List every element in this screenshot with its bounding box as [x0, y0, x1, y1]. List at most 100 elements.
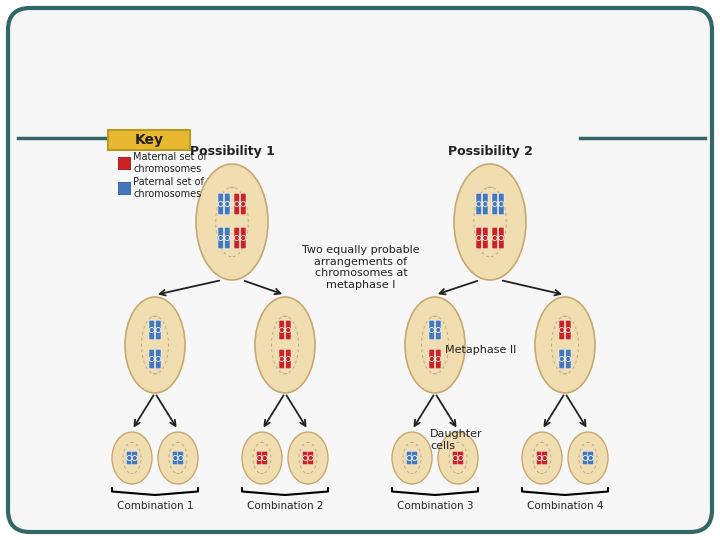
FancyBboxPatch shape [118, 182, 130, 194]
FancyBboxPatch shape [225, 204, 230, 215]
Ellipse shape [112, 432, 152, 484]
FancyBboxPatch shape [307, 458, 314, 465]
Circle shape [484, 237, 487, 239]
Circle shape [287, 357, 289, 360]
Circle shape [454, 457, 456, 460]
FancyBboxPatch shape [436, 330, 441, 340]
Circle shape [492, 236, 497, 240]
FancyBboxPatch shape [234, 204, 240, 215]
Circle shape [430, 328, 434, 332]
FancyBboxPatch shape [8, 8, 712, 532]
FancyBboxPatch shape [285, 330, 291, 340]
Circle shape [559, 328, 564, 332]
FancyBboxPatch shape [302, 458, 308, 465]
FancyBboxPatch shape [132, 451, 138, 458]
FancyBboxPatch shape [476, 238, 482, 249]
FancyBboxPatch shape [565, 320, 571, 330]
Circle shape [226, 202, 229, 205]
Text: Two equally probable
arrangements of
chromosomes at
metaphase I: Two equally probable arrangements of chr… [302, 245, 420, 290]
Circle shape [538, 457, 541, 460]
Circle shape [242, 202, 245, 205]
FancyBboxPatch shape [108, 130, 190, 150]
Circle shape [560, 357, 563, 360]
FancyBboxPatch shape [240, 193, 246, 204]
Circle shape [584, 457, 587, 460]
FancyBboxPatch shape [498, 193, 504, 204]
FancyBboxPatch shape [452, 451, 459, 458]
FancyBboxPatch shape [178, 458, 184, 465]
Circle shape [436, 328, 441, 332]
Circle shape [280, 329, 283, 332]
FancyBboxPatch shape [498, 204, 504, 215]
FancyBboxPatch shape [436, 349, 441, 359]
Circle shape [566, 357, 570, 361]
FancyBboxPatch shape [218, 227, 223, 238]
FancyBboxPatch shape [261, 458, 268, 465]
Circle shape [436, 357, 441, 361]
Circle shape [542, 456, 547, 460]
Circle shape [308, 456, 313, 460]
Circle shape [477, 237, 480, 239]
FancyBboxPatch shape [492, 204, 498, 215]
FancyBboxPatch shape [279, 359, 284, 369]
Circle shape [567, 357, 570, 360]
FancyBboxPatch shape [234, 238, 240, 249]
FancyBboxPatch shape [429, 330, 435, 340]
FancyBboxPatch shape [156, 330, 161, 340]
Circle shape [430, 357, 434, 361]
Circle shape [235, 202, 239, 206]
FancyBboxPatch shape [536, 451, 542, 458]
Circle shape [588, 456, 593, 460]
FancyBboxPatch shape [482, 193, 488, 204]
FancyBboxPatch shape [256, 458, 262, 465]
FancyBboxPatch shape [279, 320, 284, 330]
FancyBboxPatch shape [126, 451, 132, 458]
Circle shape [173, 456, 178, 460]
Circle shape [157, 357, 160, 360]
Ellipse shape [522, 432, 562, 484]
Ellipse shape [158, 432, 198, 484]
FancyBboxPatch shape [225, 227, 230, 238]
FancyBboxPatch shape [476, 227, 482, 238]
FancyBboxPatch shape [482, 204, 488, 215]
FancyBboxPatch shape [452, 458, 459, 465]
Circle shape [174, 457, 176, 460]
FancyBboxPatch shape [149, 359, 155, 369]
Circle shape [567, 329, 570, 332]
FancyBboxPatch shape [541, 458, 548, 465]
Circle shape [132, 456, 137, 460]
Circle shape [559, 357, 564, 361]
FancyBboxPatch shape [225, 238, 230, 249]
Circle shape [242, 237, 245, 239]
FancyBboxPatch shape [261, 451, 268, 458]
FancyBboxPatch shape [482, 238, 488, 249]
FancyBboxPatch shape [559, 359, 564, 369]
FancyBboxPatch shape [498, 227, 504, 238]
FancyBboxPatch shape [256, 451, 262, 458]
FancyBboxPatch shape [240, 204, 246, 215]
Circle shape [219, 202, 223, 206]
Circle shape [303, 456, 307, 460]
FancyBboxPatch shape [429, 349, 435, 359]
FancyBboxPatch shape [565, 330, 571, 340]
FancyBboxPatch shape [436, 320, 441, 330]
Circle shape [133, 457, 136, 460]
Circle shape [477, 236, 481, 240]
Circle shape [537, 456, 541, 460]
Circle shape [241, 236, 246, 240]
Ellipse shape [405, 297, 465, 393]
FancyBboxPatch shape [582, 451, 588, 458]
FancyBboxPatch shape [492, 227, 498, 238]
FancyBboxPatch shape [302, 451, 308, 458]
FancyBboxPatch shape [218, 238, 223, 249]
Circle shape [483, 202, 487, 206]
Text: Key: Key [135, 133, 163, 147]
Ellipse shape [196, 164, 268, 280]
Text: Combination 1: Combination 1 [117, 501, 193, 511]
Ellipse shape [288, 432, 328, 484]
Text: Possibility 1: Possibility 1 [189, 145, 274, 158]
Ellipse shape [568, 432, 608, 484]
Circle shape [235, 202, 238, 205]
Circle shape [407, 456, 412, 460]
FancyBboxPatch shape [225, 193, 230, 204]
